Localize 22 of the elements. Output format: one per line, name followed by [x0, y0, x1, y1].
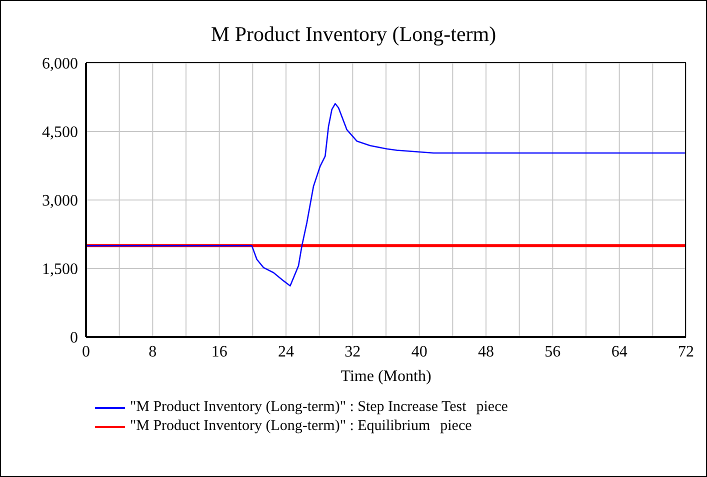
legend-label: "M Product Inventory (Long-term)" : Step Increase Test [130, 398, 466, 417]
x-tick-label: 16 [211, 343, 228, 360]
y-tick-label: 0 [70, 330, 78, 347]
y-tick-label: 3,000 [42, 192, 78, 210]
x-tick-label: 8 [148, 343, 157, 360]
x-tick-label: 56 [544, 343, 561, 360]
y-tick-label: 4,500 [42, 124, 78, 142]
x-tick-label: 40 [411, 343, 428, 360]
x-axis-title: Time (Month) [340, 368, 432, 385]
x-tick-label: 0 [82, 343, 90, 360]
line-series [86, 102, 686, 287]
y-tick-label: 6,000 [42, 56, 78, 73]
x-tick-label: 72 [678, 343, 694, 360]
x-tick-label: 24 [278, 343, 294, 360]
chart-title: M Product Inventory (Long-term) [210, 22, 498, 47]
text: piece [440, 417, 472, 436]
x-tick-label: 48 [478, 343, 494, 360]
x-tick-label: 64 [611, 343, 628, 360]
x-tick-label: 32 [344, 343, 361, 360]
text: piece [476, 398, 508, 417]
legend-label: "M Product Inventory (Long-term)" : Equilibrium [130, 417, 430, 436]
y-tick-label: 1,500 [42, 261, 78, 278]
